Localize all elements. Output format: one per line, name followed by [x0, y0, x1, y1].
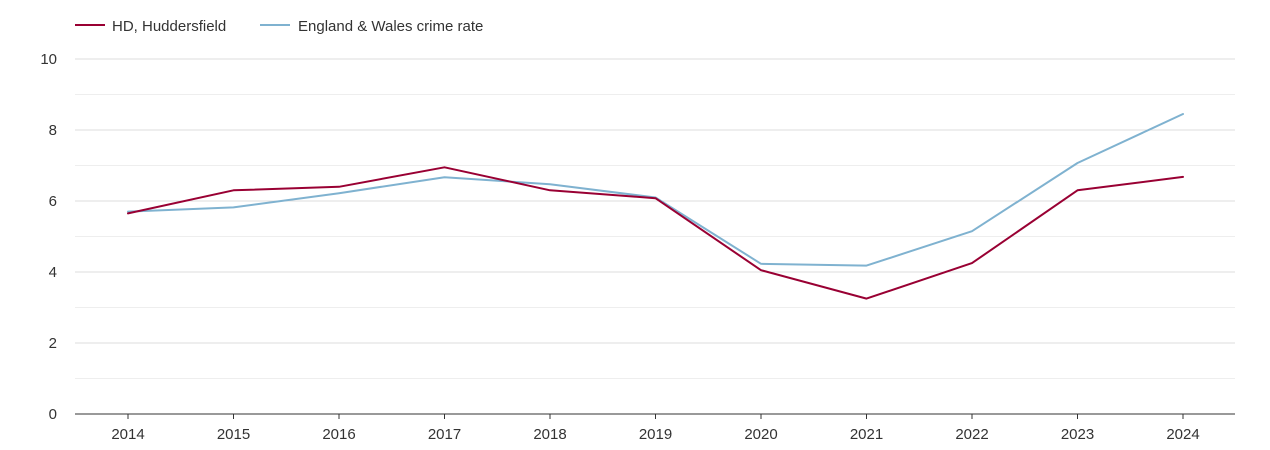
y-tick-label: 0	[49, 406, 57, 423]
y-tick-label: 4	[49, 264, 57, 281]
x-tick-label: 2017	[428, 426, 461, 443]
x-axis: 2014 2015 2016 2017 2018 2019 2020 2021 2022 2023…	[75, 413, 1235, 443]
x-tick-label: 2015	[217, 426, 250, 443]
series-lines	[127, 113, 1184, 300]
legend-label-england-wales: England & Wales crime rate	[298, 18, 483, 35]
x-tick-label: 2018	[533, 426, 566, 443]
x-tick-label: 2019	[639, 426, 672, 443]
gridlines	[75, 58, 1235, 379]
x-tick-label: 2024	[1166, 426, 1199, 443]
x-tick-label: 2021	[850, 426, 883, 443]
legend-item-huddersfield[interactable]: HD, Huddersfield	[75, 18, 226, 35]
y-tick-label: 10	[40, 51, 57, 68]
y-axis: 0 2 4 6 8 10	[40, 51, 57, 423]
y-tick-label: 8	[49, 122, 57, 139]
series-line-huddersfield[interactable]	[127, 166, 1184, 300]
series-line-england-wales[interactable]	[127, 113, 1184, 267]
legend-item-england-wales[interactable]: England & Wales crime rate	[260, 18, 483, 35]
x-tick-label: 2022	[955, 426, 988, 443]
y-tick-label: 6	[49, 193, 57, 210]
x-tick-label: 2016	[322, 426, 355, 443]
x-tick-label: 2023	[1061, 426, 1094, 443]
legend: HD, Huddersfield England & Wales crime r…	[75, 18, 483, 35]
legend-label-huddersfield: HD, Huddersfield	[112, 18, 226, 35]
y-tick-label: 2	[49, 335, 57, 352]
x-tick-label: 2014	[111, 426, 144, 443]
x-tick-label: 2020	[744, 426, 777, 443]
